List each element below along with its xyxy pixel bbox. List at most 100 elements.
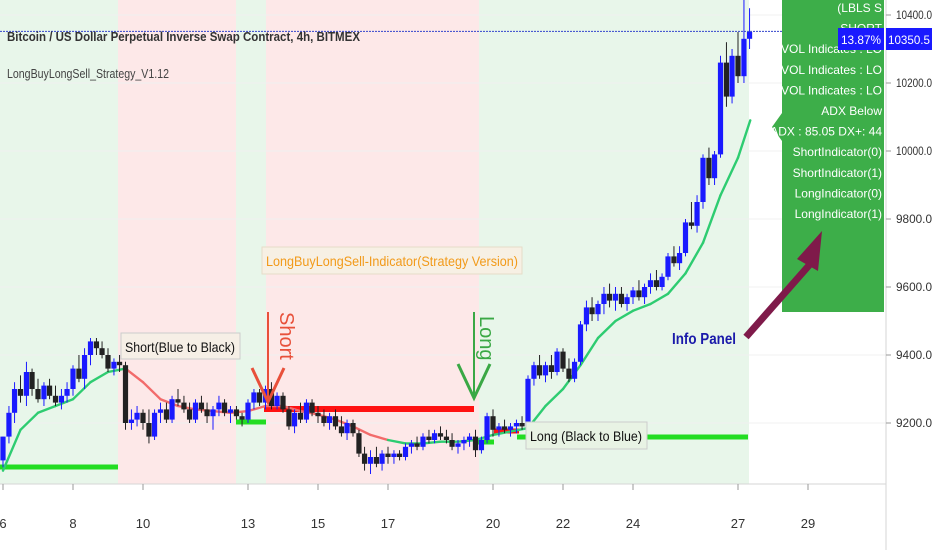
candle (344, 419, 350, 440)
info-panel-line: LongIndicator(1) (795, 207, 882, 221)
candle-body (536, 365, 543, 376)
candle (583, 300, 590, 332)
candle (589, 297, 595, 321)
candle (501, 419, 508, 434)
ma-segment (229, 409, 250, 414)
ma-segment (351, 425, 372, 437)
candle-body (151, 412, 158, 437)
x-tick-label: 6 (0, 516, 7, 531)
indicator-title-box (261, 246, 523, 275)
y-tick-label: 10200.0 (896, 76, 932, 90)
candle-body (111, 361, 117, 369)
price-badge-box (886, 28, 932, 50)
candle (52, 385, 59, 406)
x-tick-label: 15 (311, 516, 325, 531)
candle (11, 382, 18, 423)
candle-body (204, 409, 210, 417)
ma-segment (684, 241, 705, 275)
candle-body (414, 443, 420, 447)
ma-segment (71, 381, 92, 401)
candle-body (426, 436, 432, 440)
candle-body (192, 402, 199, 420)
candle (239, 412, 245, 427)
candle-body (64, 389, 70, 396)
candle-body (105, 355, 111, 369)
candle-body (256, 392, 263, 403)
candle (76, 355, 82, 383)
candle-body (210, 409, 216, 417)
candle-body (595, 304, 601, 315)
candle (379, 450, 385, 471)
candle (641, 283, 648, 304)
candle (251, 389, 257, 410)
long-box-label: Long (Black to Blue) (530, 428, 642, 444)
candle-body (146, 423, 152, 437)
candle (181, 395, 187, 413)
x-tick-label: 27 (731, 516, 745, 531)
candle-body (437, 433, 444, 437)
info-panel-line: LongIndicator(0) (795, 186, 882, 200)
candle-body (665, 256, 671, 277)
info-panel-line: 2nd VOL Indicates : LO (758, 83, 882, 97)
ma-segment (124, 367, 145, 384)
candle-body (367, 457, 374, 464)
candle-body (291, 412, 298, 427)
candle (81, 348, 88, 389)
candle-body (361, 453, 368, 464)
candle (560, 348, 566, 372)
info-arrow-shaft (743, 259, 815, 340)
price-badge: 13.87% 10350.5 (838, 28, 932, 50)
candle (58, 389, 65, 410)
candle (437, 426, 444, 440)
y-tick-label: 9800.0 (896, 212, 932, 226)
ma-segment (666, 272, 687, 295)
ma-segment (701, 193, 722, 245)
candle-body (688, 222, 695, 226)
price-badge-label: 10350.5 (888, 33, 930, 47)
indicator-title-label: LongBuyLongSell-Indicator(Strategy Versi… (266, 253, 518, 269)
info-panel-line: ADX : 85.05 DX+: 44 (770, 125, 882, 139)
ma-segment (36, 404, 57, 414)
candle-body (251, 392, 257, 403)
candle (87, 338, 94, 366)
candle (245, 399, 251, 423)
candle (536, 355, 543, 379)
candle (513, 419, 520, 434)
candle (326, 412, 333, 430)
candle-body (332, 416, 339, 427)
candle-body (472, 436, 479, 451)
candle (338, 416, 345, 437)
candle-body (653, 280, 660, 287)
ma-segment (579, 336, 600, 367)
ma-segment (176, 404, 197, 411)
candle-body (116, 361, 123, 366)
candle (542, 361, 549, 383)
y-tick-label: 9200.0 (896, 416, 932, 430)
candle (122, 361, 129, 430)
candle (286, 406, 292, 430)
long-annotation: Long (Black to Blue) (525, 421, 648, 450)
candle (385, 446, 391, 464)
ma-segment (316, 413, 337, 421)
candle-body (577, 324, 584, 362)
candle (140, 409, 146, 430)
candle (128, 409, 135, 430)
candle (624, 293, 630, 311)
candle-body (321, 416, 327, 423)
candle (0, 436, 6, 468)
candle (321, 409, 327, 427)
candle (711, 151, 718, 185)
candle (612, 287, 619, 311)
candle-body (706, 157, 712, 179)
candle (227, 406, 234, 423)
candle-body (221, 402, 228, 413)
candle (577, 321, 584, 366)
percent-badge-label: 13.87% (841, 33, 881, 47)
candle (408, 440, 415, 454)
ma-segment (299, 409, 320, 416)
candle-body (461, 440, 467, 444)
candle (601, 287, 607, 315)
candle-body (216, 402, 222, 410)
candle-body (239, 416, 245, 420)
percent-badge (838, 28, 884, 50)
